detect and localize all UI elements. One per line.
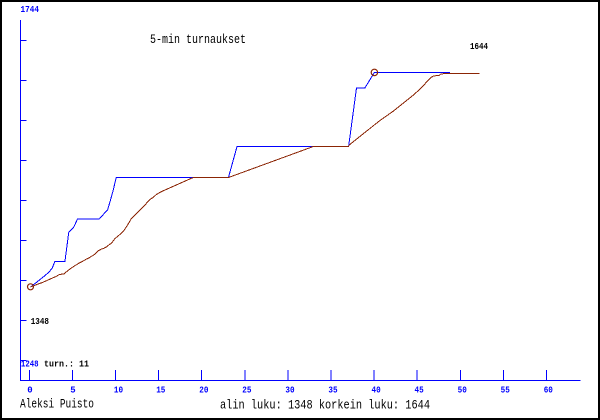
svg-text:alin luku: 1348 korkein luku:: alin luku: 1348 korkein luku: 1644: [220, 398, 430, 413]
svg-text:turn.: 11: turn.: 11: [44, 359, 90, 369]
svg-text:0: 0: [27, 386, 32, 396]
svg-text:5-min turnaukset: 5-min turnaukset: [150, 32, 246, 47]
svg-text:1744: 1744: [21, 5, 40, 15]
svg-text:10: 10: [114, 386, 123, 396]
svg-text:1348: 1348: [31, 317, 49, 327]
svg-text:30: 30: [285, 386, 294, 396]
svg-text:25: 25: [242, 386, 251, 396]
svg-text:1248: 1248: [21, 359, 39, 369]
svg-text:1644: 1644: [470, 42, 488, 52]
svg-text:45: 45: [415, 386, 424, 396]
svg-text:35: 35: [328, 386, 337, 396]
svg-text:50: 50: [458, 386, 467, 396]
svg-text:15: 15: [156, 386, 165, 396]
svg-text:5: 5: [70, 386, 75, 396]
svg-text:55: 55: [501, 386, 510, 396]
svg-text:40: 40: [372, 386, 381, 396]
svg-text:20: 20: [199, 386, 208, 396]
svg-text:Aleksi Puisto: Aleksi Puisto: [20, 397, 94, 412]
svg-text:60: 60: [544, 386, 553, 396]
